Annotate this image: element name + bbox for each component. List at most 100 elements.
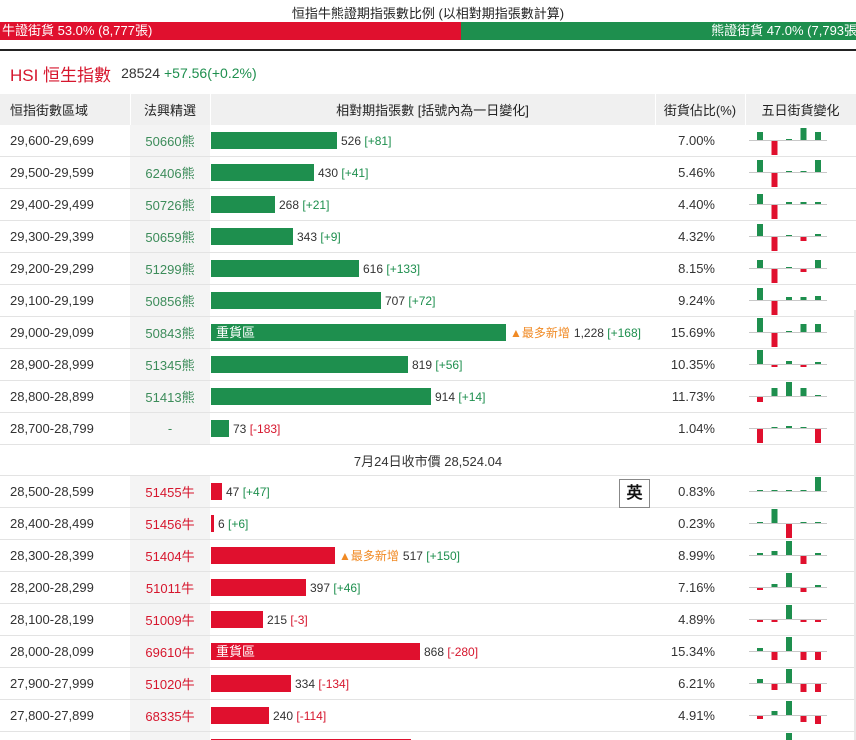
contracts-cell: 343 [+9] bbox=[210, 220, 655, 253]
sparkbar-day-1 bbox=[757, 490, 763, 491]
contracts-number: 819 bbox=[412, 357, 433, 372]
sparkbar-day-5 bbox=[815, 620, 821, 622]
table-row: 29,400-29,499 50726熊 268 [+21] 4.40% bbox=[0, 188, 856, 221]
ime-indicator[interactable]: 英 bbox=[619, 479, 650, 508]
outstanding-pct: 5.46% bbox=[655, 156, 745, 189]
range-cell: 28,900-28,999 bbox=[0, 348, 130, 381]
warrant-code-link[interactable]: 50726熊 bbox=[130, 188, 210, 221]
range-cell: 28,000-28,099 bbox=[0, 635, 130, 668]
table-row: 29,300-29,399 50659熊 343 [+9] 4.32% bbox=[0, 220, 856, 253]
warrant-code-link[interactable]: 50167牛 bbox=[130, 731, 210, 740]
warrant-code-link[interactable]: 51011牛 bbox=[130, 571, 210, 604]
sparkbar-day-5 bbox=[815, 716, 821, 724]
sparkbar-day-1 bbox=[757, 588, 763, 590]
sparkbar-day-5 bbox=[815, 160, 821, 172]
sparkbar-day-4 bbox=[800, 365, 807, 367]
contracts-cell: 334 [-134] bbox=[210, 667, 655, 700]
range-cell: 29,300-29,399 bbox=[0, 220, 130, 253]
five-day-sparkbar bbox=[786, 733, 792, 740]
table-row: 29,200-29,299 51299熊 616 [+133] 8.15% bbox=[0, 252, 856, 285]
five-day-sparkbar bbox=[749, 128, 827, 155]
sparkbar-day-2 bbox=[771, 711, 778, 715]
warrant-code-link[interactable]: 51299熊 bbox=[130, 252, 210, 285]
daily-change: [+14] bbox=[458, 389, 486, 404]
daily-change: [+21] bbox=[302, 197, 330, 212]
range-cell: 29,500-29,599 bbox=[0, 156, 130, 189]
sparkbar-day-5 bbox=[815, 553, 821, 555]
sparkbar-day-1 bbox=[757, 397, 763, 402]
warrant-code-link[interactable]: 62406熊 bbox=[130, 156, 210, 189]
five-day-change-cell bbox=[745, 284, 856, 317]
contracts-bar bbox=[211, 164, 314, 181]
sparkbar-day-4 bbox=[800, 128, 807, 140]
five-day-change-cell bbox=[745, 635, 856, 668]
warrant-code-link[interactable]: 68335牛 bbox=[130, 699, 210, 732]
sparkbar-day-5 bbox=[815, 296, 821, 300]
contracts-bar bbox=[211, 132, 337, 149]
contracts-number: 343 bbox=[297, 229, 318, 244]
outstanding-pct: 1.04% bbox=[655, 412, 745, 445]
contracts-cell: 73 [-183] bbox=[210, 412, 655, 445]
sparkbar-day-5 bbox=[815, 522, 821, 523]
table-row: 29,600-29,699 50660熊 526 [+81] 7.00% bbox=[0, 125, 856, 157]
warrant-code-link[interactable]: 50843熊 bbox=[130, 316, 210, 349]
contracts-number: 6 bbox=[218, 516, 225, 531]
sparkbar-day-4 bbox=[800, 388, 807, 396]
five-day-change-cell bbox=[745, 571, 856, 604]
contracts-value: 397 [+46] bbox=[310, 581, 360, 595]
range-cell: 28,200-28,299 bbox=[0, 571, 130, 604]
index-name[interactable]: HSI 恒生指數 bbox=[10, 65, 112, 85]
contracts-bar bbox=[211, 483, 222, 500]
five-day-change-cell bbox=[745, 125, 856, 157]
sparkbar-day-2 bbox=[771, 509, 778, 523]
sparkbar-day-2 bbox=[771, 365, 778, 367]
sparkbar-day-2 bbox=[771, 205, 778, 219]
range-cell: 28,100-28,199 bbox=[0, 603, 130, 636]
outstanding-pct: 10.35% bbox=[655, 348, 745, 381]
warrant-code-link[interactable]: 51413熊 bbox=[130, 380, 210, 413]
sparkbar-day-3 bbox=[786, 235, 792, 236]
sparkbar-day-1 bbox=[757, 194, 763, 204]
sparkbar-day-5 bbox=[815, 132, 821, 140]
header-contracts: 相對期指張數 [括號內為一日變化] bbox=[210, 94, 656, 125]
outstanding-pct: 8.15% bbox=[655, 252, 745, 285]
contracts-value: 517 [+150] bbox=[403, 549, 460, 563]
outstanding-pct: 15.69% bbox=[655, 316, 745, 349]
sparkbar-day-1 bbox=[757, 620, 763, 622]
contracts-cell: 707 [+72] bbox=[210, 284, 655, 317]
outstanding-pct: 15.80% bbox=[655, 731, 745, 740]
range-cell: 29,400-29,499 bbox=[0, 188, 130, 221]
contracts-bar bbox=[211, 292, 381, 309]
sparkbar-day-2 bbox=[771, 551, 778, 555]
table-row: 28,900-28,999 51345熊 819 [+56] 10.35% bbox=[0, 348, 856, 381]
range-cell: 29,000-29,099 bbox=[0, 316, 130, 349]
sparkbar-day-1 bbox=[757, 522, 763, 523]
warrant-code-link[interactable]: 51455牛 bbox=[130, 475, 210, 508]
warrant-code-link[interactable]: 50856熊 bbox=[130, 284, 210, 317]
daily-change: [+72] bbox=[408, 293, 436, 308]
warrant-code-link[interactable]: 51456牛 bbox=[130, 507, 210, 540]
contracts-cell: 832 [-90] bbox=[210, 731, 655, 740]
most-added-tag: ▲最多新增 bbox=[510, 326, 570, 340]
sparkbar-day-4 bbox=[800, 269, 807, 272]
warrant-code-link[interactable]: 51020牛 bbox=[130, 667, 210, 700]
five-day-change-cell bbox=[745, 188, 856, 221]
warrant-code-link[interactable]: 51345熊 bbox=[130, 348, 210, 381]
five-day-change-cell bbox=[745, 412, 856, 445]
scrollbar-track[interactable] bbox=[854, 310, 856, 740]
contracts-number: 397 bbox=[310, 580, 331, 595]
outstanding-pct: 6.21% bbox=[655, 667, 745, 700]
contracts-cell: 重貨區 ▲最多新增 1,228 [+168] bbox=[210, 316, 655, 349]
header-picks: 法興精選 bbox=[130, 94, 211, 125]
five-day-change-cell bbox=[745, 667, 856, 700]
warrant-code-link[interactable]: 51404牛 bbox=[130, 539, 210, 572]
sparkbar-day-3 bbox=[786, 733, 792, 740]
warrant-code-link[interactable]: 69610牛 bbox=[130, 635, 210, 668]
warrant-code-link[interactable]: 50660熊 bbox=[130, 125, 210, 157]
warrant-code-link[interactable]: 50659熊 bbox=[130, 220, 210, 253]
five-day-change-cell bbox=[745, 252, 856, 285]
warrant-code-link[interactable]: 51009牛 bbox=[130, 603, 210, 636]
table-row: 29,100-29,199 50856熊 707 [+72] 9.24% bbox=[0, 284, 856, 317]
five-day-sparkbar bbox=[749, 160, 827, 187]
sparkbar-day-5 bbox=[815, 260, 821, 268]
